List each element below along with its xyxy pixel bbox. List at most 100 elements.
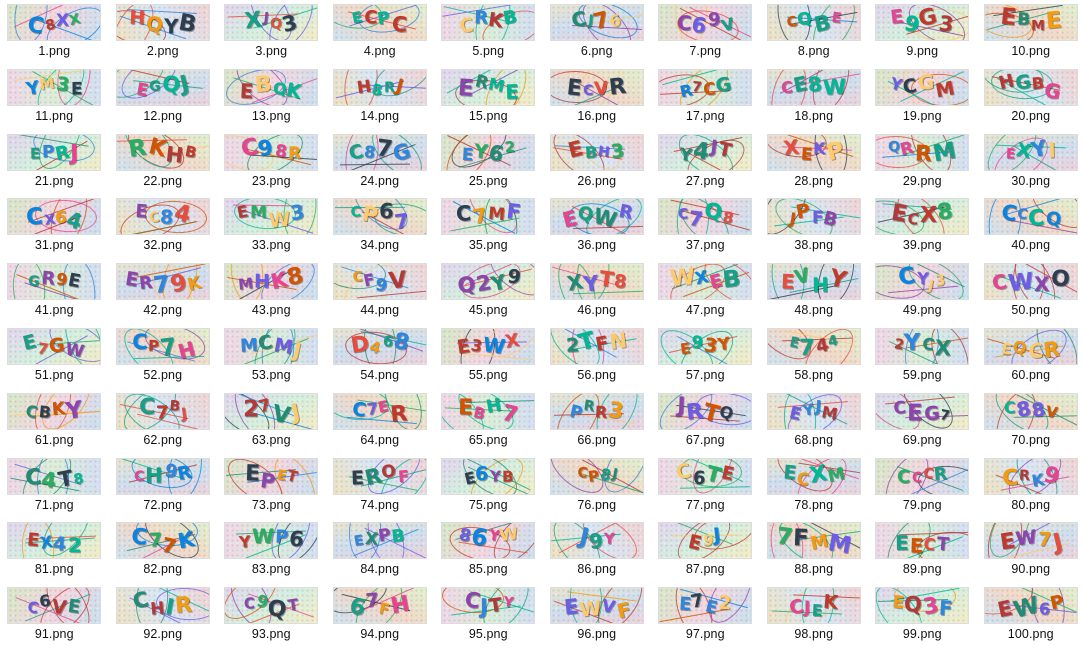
file-item[interactable]: 2 Y C X 59.png [868,327,977,392]
file-item[interactable]: E B H 3 26.png [543,133,652,198]
file-item[interactable]: C 7 7 K 82.png [109,521,218,586]
file-item[interactable]: E M W 3 33.png [217,197,326,262]
file-item[interactable]: H G B G 20.png [977,68,1083,133]
file-item[interactable]: E X 4 2 81.png [0,521,109,586]
file-item[interactable]: C 4 T 8 71.png [0,457,109,522]
file-item[interactable]: C 9 8 R 23.png [217,133,326,198]
file-item[interactable]: C E G 7 69.png [868,392,977,457]
file-item[interactable]: E P E T 73.png [217,457,326,522]
file-item[interactable]: X J Q 3 3.png [217,3,326,68]
file-item[interactable]: E R M E 15.png [434,68,543,133]
file-item[interactable]: Y M 3 E 11.png [0,68,109,133]
file-item[interactable]: E 7 G W 51.png [0,327,109,392]
file-item[interactable]: E Y J M 68.png [760,392,869,457]
file-item[interactable]: C 7 B J 62.png [109,392,218,457]
file-item[interactable]: C 6 T E 77.png [651,457,760,522]
file-item[interactable]: C B K Y 61.png [0,392,109,457]
file-item[interactable]: C J T Y 95.png [434,586,543,651]
file-item[interactable]: E Q 3 F 99.png [868,586,977,651]
file-item[interactable]: E 3 W X 55.png [434,327,543,392]
file-item[interactable]: C H 9 R 72.png [109,457,218,522]
file-item[interactable]: C 7 E R 64.png [326,392,435,457]
file-item[interactable]: J R T Q 67.png [651,392,760,457]
file-item[interactable]: E Q C R 60.png [977,327,1083,392]
file-item[interactable]: E X Y I 30.png [977,133,1083,198]
file-item[interactable]: X Y T 8 46.png [543,262,652,327]
file-item[interactable]: C C C R 79.png [868,457,977,522]
file-item[interactable]: Y W P 6 83.png [217,521,326,586]
file-item[interactable]: Q R R M 29.png [868,133,977,198]
file-item[interactable]: C R K 9 80.png [977,457,1083,522]
file-item[interactable]: C 9 Q T 93.png [217,586,326,651]
file-item[interactable]: E W V F 96.png [543,586,652,651]
file-item[interactable]: C C C Q 40.png [977,197,1083,262]
file-item[interactable]: E B M E 10.png [977,3,1083,68]
file-item[interactable]: D 4 6 8 54.png [326,327,435,392]
file-item[interactable]: C H I R 92.png [109,586,218,651]
file-item[interactable]: Y C G M 19.png [868,68,977,133]
file-item[interactable]: E E C T 89.png [868,521,977,586]
file-item[interactable]: Y 4 J T 27.png [651,133,760,198]
file-item[interactable]: 6 7 F H 94.png [326,586,435,651]
file-item[interactable]: C 8 7 G 24.png [326,133,435,198]
file-item[interactable]: X E K P 28.png [760,133,869,198]
file-item[interactable]: M C M J 53.png [217,327,326,392]
file-item[interactable]: C 7 Q 8 37.png [651,197,760,262]
file-item[interactable]: C Y J 3 49.png [868,262,977,327]
file-item[interactable]: 8 6 Y W 85.png [434,521,543,586]
file-item[interactable]: E 7 E 2 97.png [651,586,760,651]
file-item[interactable]: C J 7 6 6.png [543,3,652,68]
file-item[interactable]: W X E B 47.png [651,262,760,327]
